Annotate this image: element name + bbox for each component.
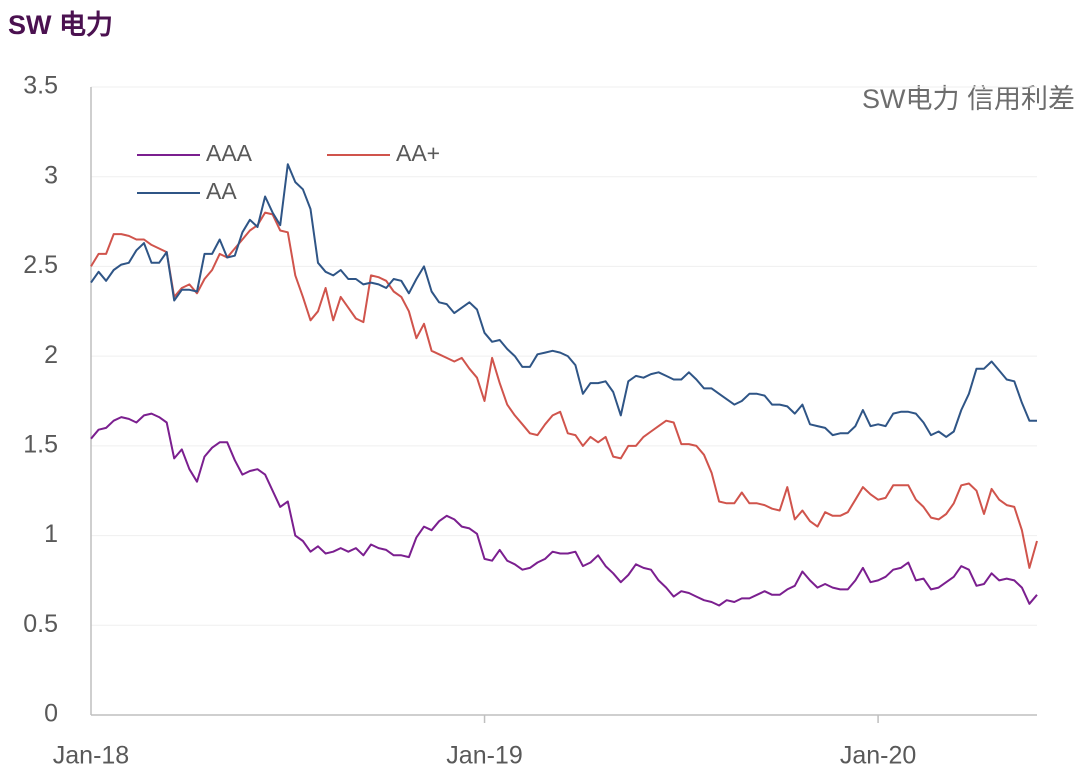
y-tick-label: 1 xyxy=(44,520,58,548)
series-line xyxy=(90,211,1038,569)
chart-title: SW 电力 xyxy=(8,10,113,40)
x-tick-label: Jan-18 xyxy=(53,742,129,770)
y-tick-label: 3.5 xyxy=(23,72,58,100)
legend-label: AA xyxy=(206,178,237,204)
series-line xyxy=(90,163,1037,438)
annotation: SW电力 信用利差 xyxy=(862,84,1075,114)
legend-label: AA+ xyxy=(396,140,440,166)
x-tick-label: Jan-20 xyxy=(840,742,916,770)
y-tick-label: 2 xyxy=(44,341,58,369)
y-tick-label: 1.5 xyxy=(23,430,58,458)
y-tick-label: 0 xyxy=(44,700,58,728)
y-tick-label: 2.5 xyxy=(23,251,58,279)
y-tick-label: 3 xyxy=(44,161,58,189)
y-tick-label: 0.5 xyxy=(23,610,58,638)
legend-label: AAA xyxy=(206,140,253,166)
x-tick-label: Jan-19 xyxy=(446,742,522,770)
series-line xyxy=(90,412,1038,607)
